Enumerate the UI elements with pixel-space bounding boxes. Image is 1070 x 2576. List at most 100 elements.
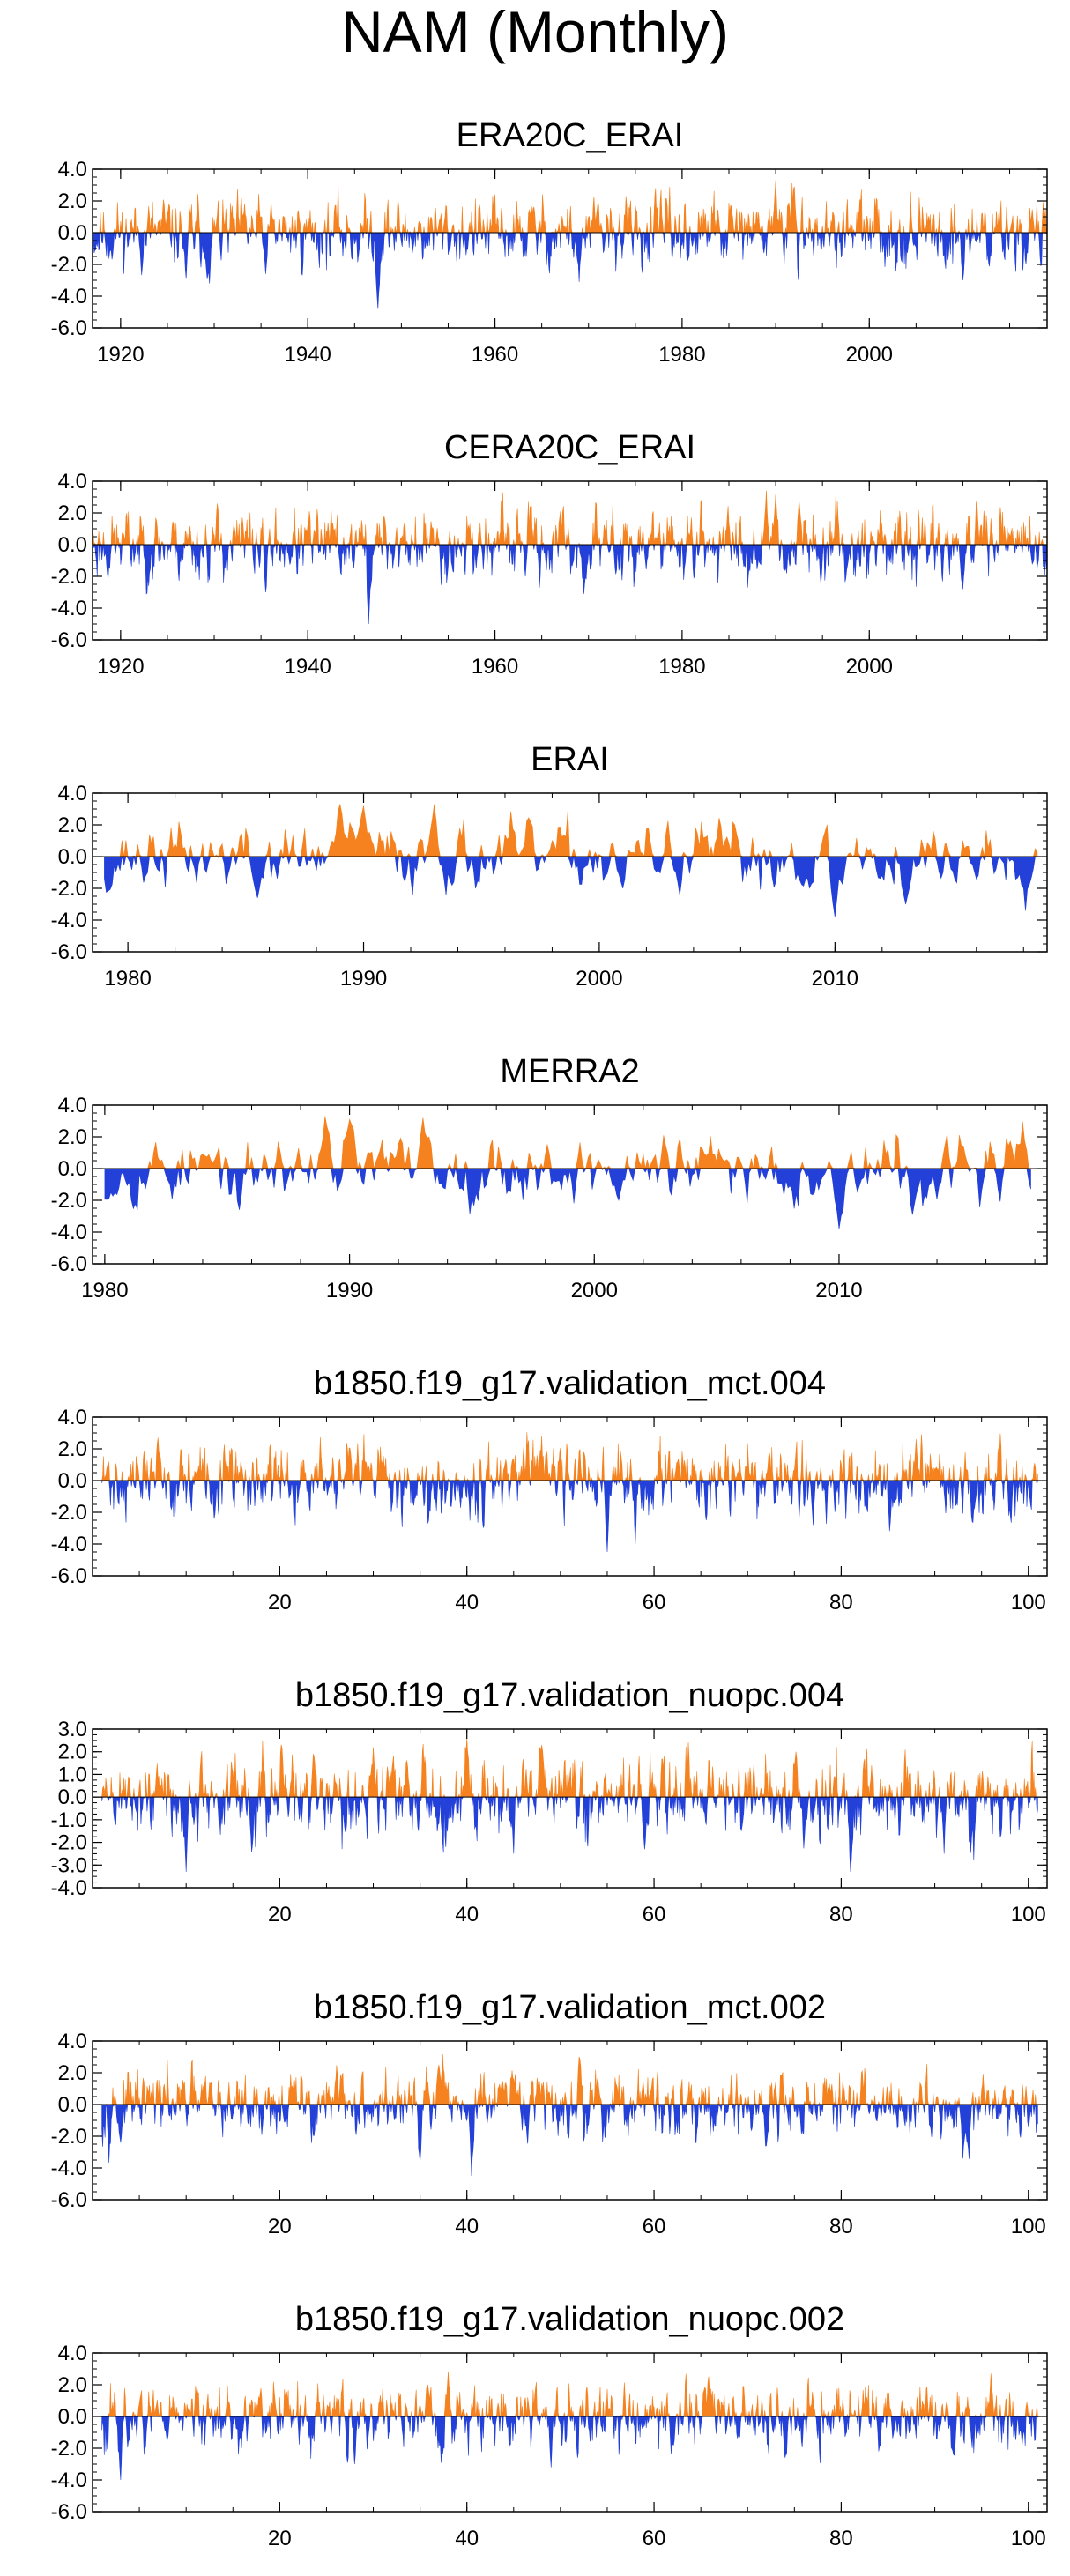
x-tick-label: 80 — [829, 1903, 853, 1926]
y-tick-label: 0.0 — [58, 1785, 87, 1809]
x-tick-label: 1920 — [97, 343, 144, 367]
chart-panel: CERA20C_ERAI 4.0 2.0 0.0 -2.0 -4.0 -6.0 1920 194… — [51, 429, 1048, 679]
chart-panel: ERAI 4.0 2.0 0.0 -2.0 -4.0 -6.0 1980 1990 2000 201… — [51, 741, 1048, 991]
chart-panel: b1850.f19_g17.validation_nuopc.004 3.02.0… — [51, 1677, 1048, 1926]
x-tick-label: 1990 — [340, 967, 387, 991]
x-tick-label: 20 — [268, 1903, 292, 1926]
y-tick-label: 4.0 — [58, 470, 87, 494]
y-tick-label: -4.0 — [51, 2468, 87, 2492]
positive-series — [93, 180, 1048, 234]
y-tick-label: 2.0 — [58, 501, 87, 525]
chart-title: ERAI — [531, 741, 609, 778]
main-title: NAM (Monthly) — [340, 0, 730, 64]
y-tick-label: -6.0 — [51, 2500, 87, 2524]
y-tick-label: -2.0 — [51, 877, 87, 901]
x-tick-label: 100 — [1011, 2527, 1046, 2550]
y-tick-label: 4.0 — [58, 1094, 87, 1117]
x-tick-label: 1940 — [285, 343, 331, 367]
chart-title: b1850.f19_g17.validation_mct.004 — [314, 1365, 826, 1402]
positive-series — [101, 2372, 1038, 2418]
plot-frame — [92, 1416, 1048, 1577]
x-tick-label: 100 — [1011, 2215, 1046, 2238]
x-tick-label: 20 — [268, 2527, 292, 2550]
x-tick-label: 2010 — [815, 1279, 862, 1303]
y-tick-label: -2.0 — [51, 2437, 87, 2461]
y-tick-label: 2.0 — [58, 813, 87, 837]
x-tick-label: 1960 — [472, 343, 518, 367]
x-tick-label: 1920 — [97, 655, 144, 679]
y-tick-label: -2.0 — [51, 253, 87, 277]
x-tick-label: 1980 — [658, 655, 705, 679]
positive-series — [101, 1738, 1038, 1799]
x-tick-label: 60 — [643, 2215, 666, 2238]
x-tick-label: 40 — [455, 1903, 479, 1926]
negative-series — [92, 543, 1048, 625]
chart-panel: b1850.f19_g17.validation_mct.002 4.0 2.0 0.… — [51, 1989, 1048, 2238]
x-tick-label: 40 — [455, 2215, 479, 2238]
chart-title: MERRA2 — [500, 1053, 639, 1090]
x-tick-label: 2010 — [812, 967, 858, 991]
y-tick-label: 0.0 — [58, 845, 87, 869]
x-tick-label: 1940 — [285, 655, 331, 679]
x-tick-label: 20 — [268, 1591, 292, 1615]
y-tick-label: 4.0 — [58, 2030, 87, 2053]
y-tick-label: 2.0 — [58, 2373, 87, 2397]
x-tick-label: 100 — [1011, 1903, 1046, 1926]
y-tick-label: -4.0 — [51, 285, 87, 308]
x-tick-label: 1960 — [472, 655, 518, 679]
y-tick-label: -6.0 — [51, 316, 87, 340]
plot-frame — [92, 1728, 1048, 1889]
x-tick-label: 2000 — [846, 343, 893, 367]
y-tick-label: 2.0 — [58, 2061, 87, 2085]
y-tick-label: 0.0 — [58, 533, 87, 557]
plot-frame — [92, 2352, 1048, 2513]
x-tick-label: 1980 — [658, 343, 705, 367]
y-tick-label: -3.0 — [51, 1853, 87, 1877]
negative-series — [101, 1795, 1038, 1873]
y-tick-label: 4.0 — [58, 782, 87, 805]
y-tick-label: 0.0 — [58, 1469, 87, 1493]
x-tick-label: 1980 — [104, 967, 151, 991]
positive-series — [101, 2053, 1038, 2106]
y-tick-label: 0.0 — [58, 2093, 87, 2117]
chart-panel: MERRA2 4.0 2.0 0.0 -2.0 -4.0 -6.0 1980 1990 2000 2… — [51, 1053, 1048, 1303]
negative-series — [101, 2415, 1038, 2481]
y-tick-label: 2.0 — [58, 1741, 87, 1764]
y-tick-label: 4.0 — [58, 2342, 87, 2365]
positive-series — [104, 1116, 1031, 1170]
y-tick-label: -6.0 — [51, 1252, 87, 1276]
negative-series — [104, 1167, 1031, 1229]
positive-series — [92, 490, 1047, 546]
y-tick-label: -6.0 — [51, 940, 87, 964]
chart-title: b1850.f19_g17.validation_nuopc.004 — [295, 1677, 844, 1714]
y-tick-label: 0.0 — [58, 1157, 87, 1181]
y-tick-label: 2.0 — [58, 1437, 87, 1461]
y-tick-label: -6.0 — [51, 628, 87, 652]
negative-series — [101, 2103, 1038, 2177]
x-tick-label: 2000 — [571, 1279, 618, 1303]
y-tick-label: 3.0 — [58, 1718, 87, 1741]
y-tick-label: -4.0 — [51, 1876, 87, 1900]
y-tick-label: 2.0 — [58, 189, 87, 213]
x-tick-label: 60 — [643, 1591, 666, 1615]
x-tick-label: 40 — [455, 1591, 479, 1615]
x-tick-label: 60 — [643, 1903, 666, 1926]
negative-series — [92, 231, 1048, 309]
y-tick-label: 0.0 — [58, 2405, 87, 2429]
chart-panel: b1850.f19_g17.validation_nuopc.002 4.0 2.0… — [51, 2301, 1048, 2550]
y-tick-label: -6.0 — [51, 1564, 87, 1588]
plot-frame — [92, 1104, 1048, 1265]
y-tick-label: -4.0 — [51, 909, 87, 932]
y-tick-label: 1.0 — [58, 1763, 87, 1786]
x-tick-label: 80 — [829, 2527, 853, 2550]
y-tick-label: 0.0 — [58, 221, 87, 245]
y-tick-label: -4.0 — [51, 2157, 87, 2180]
x-tick-label: 1990 — [326, 1279, 373, 1303]
negative-series — [101, 1479, 1038, 1553]
y-tick-label: -4.0 — [51, 1221, 87, 1244]
y-tick-label: -2.0 — [51, 1501, 87, 1525]
chart-title: CERA20C_ERAI — [444, 429, 695, 466]
positive-series — [104, 804, 1038, 858]
chart-panel: ERA20C_ERAI 4.0 2.0 0.0 -2.0 -4.0 -6.0 1920 1940… — [51, 117, 1048, 367]
chart-panel: b1850.f19_g17.validation_mct.004 4.0 2.0 0.… — [51, 1365, 1048, 1615]
